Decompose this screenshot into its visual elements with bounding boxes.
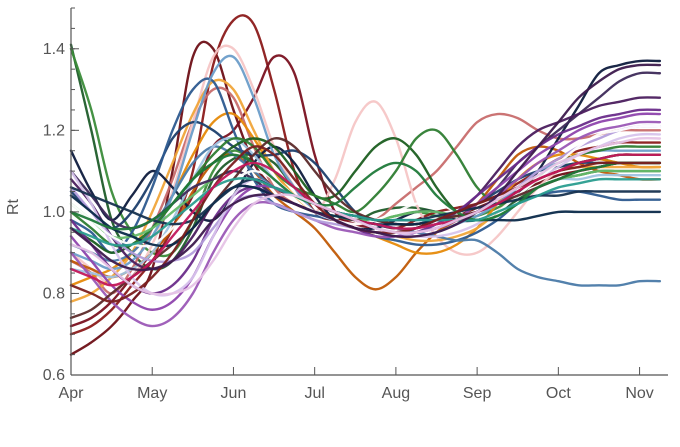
y-tick-label: 1.4 (43, 41, 65, 58)
x-tick-label: Jul (304, 385, 324, 402)
y-tick-label: 0.6 (43, 367, 65, 384)
series-line-22 (69, 108, 662, 295)
x-tick-label: May (137, 385, 167, 402)
y-tick-label: 0.8 (43, 285, 65, 302)
x-tick-label: Nov (625, 385, 653, 402)
x-tick-label: Apr (59, 385, 85, 402)
series-line-36 (69, 136, 662, 296)
y-axis-title: Rt (5, 198, 22, 215)
y-tick-label: 1.0 (43, 204, 65, 221)
x-tick-label: Oct (546, 385, 571, 402)
x-tick-label: Aug (382, 385, 410, 402)
x-tick-label: Sep (463, 385, 492, 402)
series-line-35 (69, 63, 662, 272)
axes-group: 0.6 0.8 1.0 1.2 1.4 Apr May Jun Jul Aug Sep Oct Nov (43, 7, 668, 402)
series-line-34 (69, 153, 662, 287)
y-tick-label: 1.2 (43, 122, 65, 139)
series-line-32 (69, 177, 662, 247)
series-line-24 (69, 120, 662, 328)
series-line-31 (69, 153, 662, 231)
series-line-11 (69, 59, 662, 231)
x-tick-label: Jun (221, 385, 247, 402)
series-group (69, 14, 662, 356)
